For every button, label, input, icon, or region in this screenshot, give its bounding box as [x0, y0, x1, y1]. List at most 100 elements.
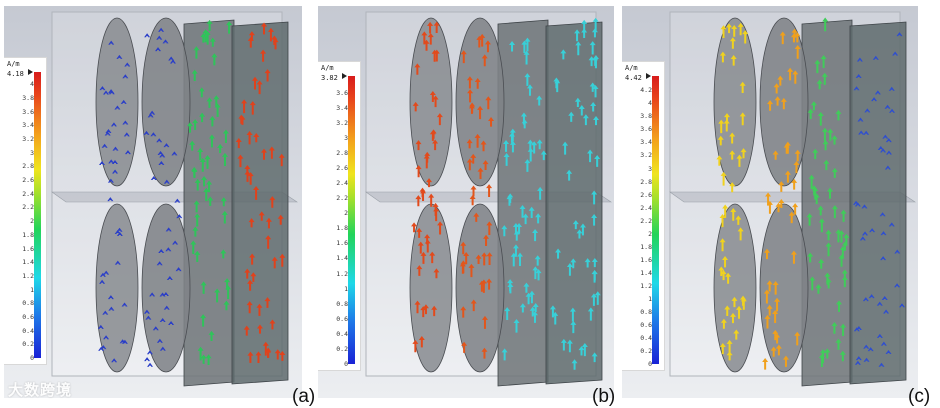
field-arrow: [249, 253, 256, 265]
field-arrow: [484, 40, 491, 53]
field-arrow: [155, 47, 162, 52]
legend-unit: A/m: [625, 64, 638, 72]
field-arrow: [200, 281, 207, 294]
field-arrow: [415, 195, 422, 207]
field-arrow: [882, 134, 889, 139]
field-arrow: [418, 336, 425, 348]
field-arrow: [718, 119, 725, 134]
field-arrow: [248, 218, 255, 228]
field-arrow: [519, 204, 526, 218]
field-arrow: [775, 202, 782, 213]
legend-tick-label: 2.8: [336, 148, 348, 157]
field-arrow: [892, 51, 899, 56]
field-arrow: [838, 230, 845, 243]
field-arrow: [481, 252, 488, 266]
field-arrow: [787, 67, 794, 81]
field-arrow: [740, 295, 747, 306]
field-arrow: [862, 297, 869, 302]
field-arrow: [197, 346, 204, 361]
field-arrow: [528, 206, 535, 218]
legend-max-value: 4.18: [7, 70, 24, 78]
field-arrow: [468, 263, 475, 278]
field-arrow: [262, 341, 269, 356]
field-arrow: [898, 303, 905, 308]
field-arrow: [839, 350, 846, 362]
field-arrow: [220, 249, 227, 259]
field-arrow: [874, 90, 881, 95]
field-arrow: [794, 32, 801, 43]
field-arrow: [808, 174, 815, 189]
field-arrow: [158, 27, 165, 32]
field-arrow: [224, 278, 231, 290]
field-arrow: [477, 105, 484, 120]
field-arrow: [244, 170, 251, 182]
legend-tick-label: 2.4: [336, 179, 348, 188]
field-arrow: [720, 318, 727, 329]
field-arrow: [590, 293, 597, 306]
disc-layer: [455, 17, 505, 187]
field-arrow: [122, 74, 129, 79]
disc-layer: [141, 17, 191, 187]
field-arrow: [594, 155, 601, 167]
field-arrow: [822, 17, 829, 32]
field-arrow: [208, 330, 215, 342]
field-arrow: [528, 290, 535, 304]
field-arrow: [821, 127, 828, 142]
field-arrow: [102, 90, 109, 95]
field-arrow: [880, 148, 887, 153]
legend-tick-label: 0.8: [640, 307, 652, 316]
legend-tick-label: 0.8: [22, 299, 34, 308]
field-arrow: [108, 40, 115, 45]
field-arrow: [884, 104, 891, 109]
field-arrow: [522, 213, 529, 225]
field-arrow: [770, 346, 777, 357]
field-arrow: [884, 165, 891, 170]
field-arrow: [720, 171, 727, 186]
field-arrow: [143, 130, 150, 135]
field-arrow: [856, 57, 863, 62]
field-arrow: [576, 229, 583, 239]
field-arrow: [423, 39, 430, 51]
field-arrow: [220, 197, 227, 207]
field-arrow: [104, 131, 111, 136]
field-arrow: [740, 148, 747, 159]
legend-tick-label: 0: [648, 360, 652, 368]
field-arrow: [809, 276, 816, 291]
field-arrow: [214, 288, 221, 303]
field-arrow: [144, 33, 151, 38]
field-arrow: [150, 132, 157, 137]
field-arrow: [420, 306, 427, 318]
field-arrow: [562, 141, 569, 155]
field-arrow: [778, 181, 785, 192]
field-arrow: [112, 169, 119, 174]
field-arrow: [426, 178, 433, 188]
field-arrow: [429, 90, 436, 103]
field-arrow: [411, 222, 418, 233]
field-arrow: [250, 272, 257, 282]
legend-tick-label: 1.2: [22, 271, 34, 280]
field-arrow: [192, 119, 199, 131]
field-arrow: [156, 261, 163, 266]
field-arrow: [470, 153, 477, 164]
field-arrow: [102, 310, 109, 315]
field-arrow: [527, 139, 534, 150]
field-arrow: [253, 185, 260, 200]
field-arrow: [124, 150, 131, 155]
simulation-scene-b: [365, 11, 612, 387]
plate-layer: [183, 19, 235, 387]
field-arrow: [225, 285, 232, 300]
field-arrow: [589, 82, 596, 92]
field-arrow: [194, 250, 201, 263]
field-arrow: [159, 346, 166, 351]
field-arrow: [773, 83, 780, 94]
field-arrow: [175, 267, 182, 272]
field-arrow: [831, 321, 838, 334]
field-arrow: [166, 276, 173, 281]
field-arrow: [885, 138, 892, 143]
field-arrow: [503, 153, 510, 166]
field-arrow: [274, 349, 281, 360]
field-arrow: [568, 111, 575, 122]
field-arrow: [99, 279, 106, 284]
field-arrow: [784, 170, 791, 183]
field-arrow: [251, 76, 258, 90]
